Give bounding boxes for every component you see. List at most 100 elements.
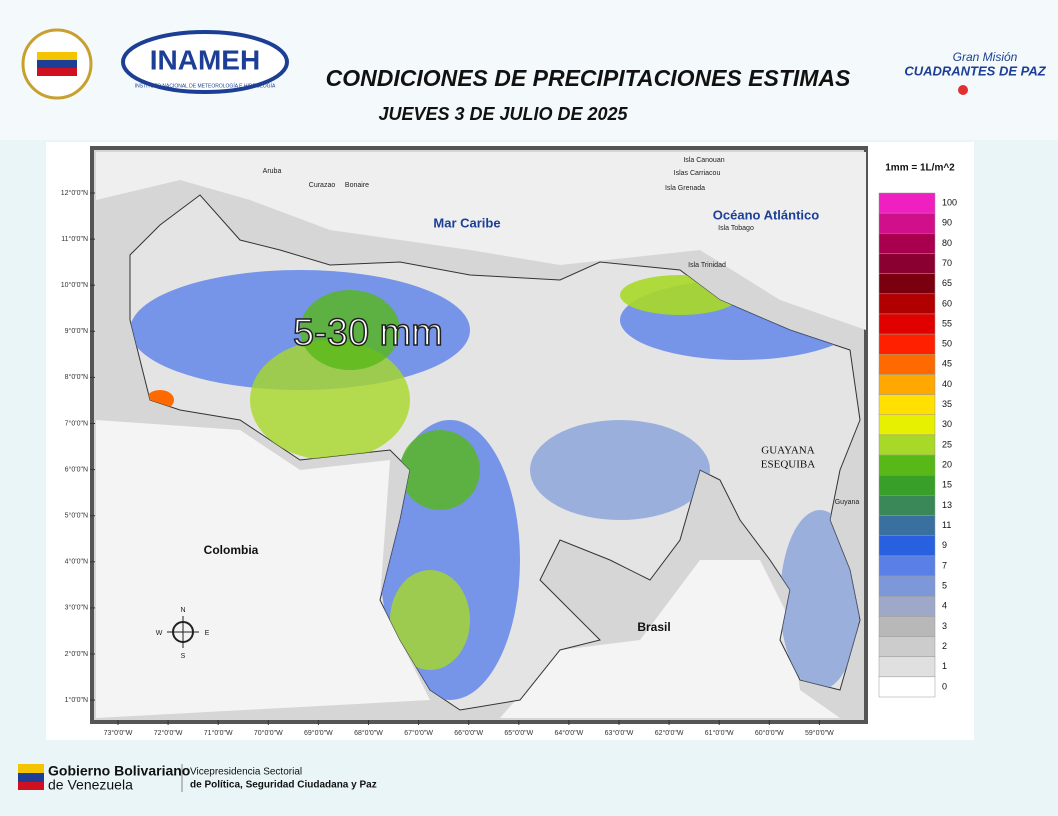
legend-swatch bbox=[878, 434, 936, 456]
legend-label: 15 bbox=[942, 480, 952, 490]
legend-swatch bbox=[878, 354, 936, 375]
legend-label: 9 bbox=[942, 540, 947, 550]
legend-label: 50 bbox=[942, 339, 952, 349]
legend-swatch bbox=[878, 474, 936, 496]
place-label: Guyana bbox=[835, 499, 860, 506]
lat-tick-label: 4°0'0"N bbox=[65, 558, 88, 566]
legend-label: 13 bbox=[942, 500, 952, 510]
legend-swatch bbox=[878, 374, 936, 395]
lon-tick-label: 70°0'0"W bbox=[254, 729, 283, 737]
lon-tick-label: 63°0'0"W bbox=[605, 729, 634, 737]
lon-tick-label: 64°0'0"W bbox=[554, 729, 583, 737]
sea-surface bbox=[96, 152, 866, 718]
subtitle: JUEVES 3 DE JULIO DE 2025 bbox=[378, 104, 628, 124]
legend-label: 80 bbox=[942, 238, 952, 248]
legend-label: 40 bbox=[942, 379, 952, 389]
legend-swatch bbox=[878, 394, 936, 416]
legend-title: 1mm = 1L/m^2 bbox=[885, 163, 955, 174]
lat-tick-label: 6°0'0"N bbox=[65, 465, 88, 473]
legend-label: 3 bbox=[942, 621, 947, 631]
lat-tick-label: 5°0'0"N bbox=[65, 512, 88, 520]
region-label: ESEQUIBA bbox=[761, 459, 815, 471]
place-label: Curazao bbox=[309, 182, 336, 189]
lon-tick-label: 71°0'0"W bbox=[204, 729, 233, 737]
footer: Gobierno Bolivariano de Venezuela Vicepr… bbox=[18, 763, 377, 793]
legend-label: 65 bbox=[942, 278, 952, 288]
logo-left: INAMEH INSTITUTO NACIONAL DE METEOROLOGÍ… bbox=[21, 28, 289, 100]
place-label: Isla Trinidad bbox=[688, 262, 726, 269]
legend-swatch bbox=[878, 676, 936, 698]
legend-label: 30 bbox=[942, 419, 952, 429]
legend-label: 0 bbox=[942, 681, 947, 691]
legend-swatch bbox=[878, 636, 936, 657]
legend-label: 5 bbox=[942, 580, 947, 590]
legend-swatch bbox=[878, 212, 936, 234]
lon-tick-label: 59°0'0"W bbox=[805, 729, 834, 737]
legend-label: 25 bbox=[942, 439, 952, 449]
legend-label: 55 bbox=[942, 318, 952, 328]
legend-swatch bbox=[878, 273, 936, 295]
precipitation-layer bbox=[130, 270, 860, 700]
lon-tick-label: 73°0'0"W bbox=[104, 729, 133, 737]
legend-label: 100 bbox=[942, 197, 957, 207]
legend-label: 90 bbox=[942, 218, 952, 228]
lon-tick-label: 67°0'0"W bbox=[404, 729, 433, 737]
legend-label: 45 bbox=[942, 359, 952, 369]
legend-swatch bbox=[878, 333, 936, 355]
lon-tick-label: 65°0'0"W bbox=[504, 729, 533, 737]
logo-text: INAMEH bbox=[150, 44, 260, 75]
footer-text: Gobierno Bolivariano bbox=[48, 763, 190, 779]
legend-label: 20 bbox=[942, 460, 952, 470]
sea-label: Mar Caribe bbox=[433, 215, 500, 230]
lat-tick-label: 1°0'0"N bbox=[65, 696, 88, 704]
lon-tick-label: 62°0'0"W bbox=[655, 729, 684, 737]
legend-swatch bbox=[878, 253, 936, 274]
legend-label: 70 bbox=[942, 258, 952, 268]
legend-swatch bbox=[878, 233, 936, 254]
compass: N S E W bbox=[156, 607, 210, 660]
legend-swatch bbox=[878, 495, 936, 516]
lon-tick-label: 68°0'0"W bbox=[354, 729, 383, 737]
logo-text: CUADRANTES DE PAZ bbox=[904, 63, 1046, 78]
legend-label: 4 bbox=[942, 601, 947, 611]
lat-tick-label: 8°0'0"N bbox=[65, 373, 88, 381]
legend-swatch bbox=[878, 313, 936, 335]
country-label: Colombia bbox=[204, 543, 259, 557]
legend-label: 1 bbox=[942, 661, 947, 671]
compass-label: E bbox=[205, 630, 210, 637]
title: CONDICIONES DE PRECIPITACIONES ESTIMAS bbox=[326, 65, 851, 91]
place-label: Aruba bbox=[263, 168, 282, 175]
legend-label: 35 bbox=[942, 399, 952, 409]
logo-caption: INSTITUTO NACIONAL DE METEOROLOGÍA E HID… bbox=[135, 82, 276, 89]
lat-tick-label: 10°0'0"N bbox=[61, 281, 88, 289]
lat-tick-label: 12°0'0"N bbox=[61, 189, 88, 197]
lon-tick-label: 72°0'0"W bbox=[154, 729, 183, 737]
logo-right: Gran Misión CUADRANTES DE PAZ bbox=[904, 50, 1047, 95]
legend-swatch bbox=[878, 515, 936, 536]
legend-swatch bbox=[878, 192, 936, 214]
footer-text: Vicepresidencia Sectorial bbox=[190, 767, 302, 778]
place-label: Isla Tobago bbox=[718, 225, 754, 232]
legend-swatch bbox=[878, 535, 936, 557]
footer-text: de Política, Seguridad Ciudadana y Paz bbox=[190, 780, 377, 791]
logo-text: Gran Misión bbox=[953, 50, 1018, 64]
lon-tick-label: 61°0'0"W bbox=[705, 729, 734, 737]
legend-label: 7 bbox=[942, 560, 947, 570]
lat-tick-label: 11°0'0"N bbox=[61, 235, 88, 243]
legend-swatch bbox=[878, 414, 936, 436]
country-label: Brasil bbox=[637, 620, 670, 634]
lat-tick-label: 7°0'0"N bbox=[65, 419, 88, 427]
legend-label: 11 bbox=[942, 520, 951, 530]
lat-tick-label: 3°0'0"N bbox=[65, 604, 88, 612]
legend-swatch bbox=[878, 616, 936, 637]
region-label: GUAYANA bbox=[761, 445, 814, 457]
legend-swatch bbox=[878, 293, 936, 315]
place-label: Bonaire bbox=[345, 182, 369, 189]
place-label: Isla Canouan bbox=[683, 157, 724, 164]
compass-label: N bbox=[180, 607, 185, 614]
lat-tick-label: 2°0'0"N bbox=[65, 650, 88, 658]
legend-swatch bbox=[878, 454, 936, 476]
legend-swatch bbox=[878, 555, 936, 577]
footer-text: de Venezuela bbox=[48, 777, 133, 793]
lon-tick-label: 60°0'0"W bbox=[755, 729, 784, 737]
